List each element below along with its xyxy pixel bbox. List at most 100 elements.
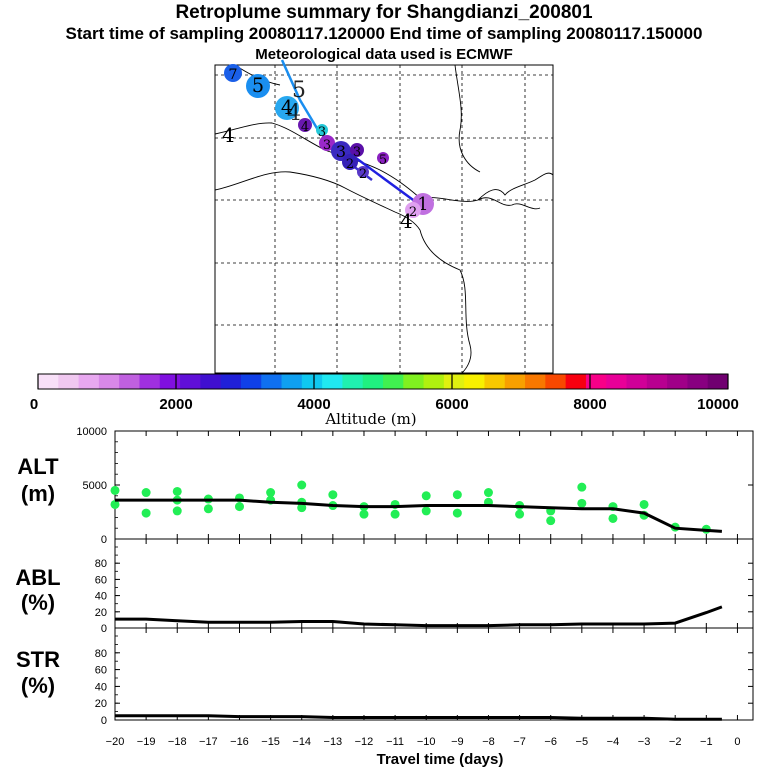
- colorbar-cell: [443, 374, 465, 389]
- y-tick-label: 60: [95, 665, 107, 677]
- colorbar-cell: [281, 374, 303, 389]
- colorbar-cell: [484, 374, 506, 389]
- x-tick-label: −5: [576, 736, 589, 748]
- colorbar-cell: [545, 374, 567, 389]
- alt-point: [110, 485, 120, 495]
- alt-median-line: [115, 498, 722, 533]
- y-tick-label: 40: [95, 681, 107, 693]
- plume-marker-label: 5: [252, 74, 264, 97]
- plume-marker-label: 3: [336, 142, 346, 161]
- x-tick-label: −10: [417, 736, 436, 748]
- panel-label: ALT: [17, 454, 59, 479]
- y-tick-label: 40: [95, 591, 107, 603]
- colorbar-title: Altitude (m): [324, 410, 416, 428]
- altitude-colorbar: 0 2000 4000 6000 8000 10000 Altitude (m): [30, 373, 739, 428]
- y-tick-label: 0: [101, 715, 107, 727]
- colorbar-cell: [139, 374, 161, 389]
- plume-marker-label: 4: [301, 120, 309, 135]
- colorbar-cell: [159, 374, 181, 389]
- plume-marker: [319, 135, 335, 151]
- map-frame: [214, 64, 554, 374]
- alt-point: [546, 516, 556, 526]
- alt-point: [639, 499, 649, 509]
- panel-abl: ABL(%) 80 60 40 20 0: [15, 538, 754, 635]
- plume-marker-label: 4: [281, 96, 293, 119]
- time-series-panels: ALT(m)1000050000ABL(%)806040200STR(%)806…: [15, 426, 754, 768]
- alt-point: [483, 488, 493, 498]
- alt-point: [577, 482, 587, 492]
- colorbar-cell: [403, 374, 425, 389]
- plume-marker: [298, 118, 312, 132]
- y-tick-label: 80: [95, 558, 107, 570]
- colorbar-cell: [646, 374, 668, 389]
- colorbar-cell: [667, 374, 688, 389]
- x-tick-label: −15: [261, 736, 280, 748]
- x-axis-label: Travel time (days): [377, 751, 504, 768]
- plume-marker: [350, 143, 364, 157]
- alt-point: [328, 490, 338, 500]
- x-tick-label: −14: [292, 736, 311, 748]
- plume-marker-label: 3: [323, 138, 331, 153]
- x-tick-label: −4: [607, 736, 620, 748]
- plume-marker-label: 2: [359, 167, 367, 182]
- plume-marker-label: 5: [379, 153, 387, 168]
- x-tick-label: −20: [106, 736, 125, 748]
- colorbar-cell: [78, 374, 100, 389]
- colorbar-tick-label: 0: [30, 396, 38, 413]
- alt-point: [421, 506, 431, 516]
- sampling-times: Start time of sampling 20080117.120000 E…: [65, 24, 703, 43]
- map-graticule: [215, 65, 553, 373]
- alt-point: [266, 488, 276, 498]
- plume-marker: [316, 124, 328, 136]
- colorbar-cell: [220, 374, 242, 389]
- colorbar-tick-label: 4000: [297, 396, 330, 413]
- colorbar-cell: [423, 374, 445, 389]
- colorbar-cell: [38, 374, 59, 389]
- panel-alt: ALT(m) 10000 5000 0: [17, 426, 754, 546]
- colorbar-tick-label: 2000: [159, 396, 192, 413]
- colorbar-cell: [119, 374, 140, 389]
- plume-marker-label: 1: [417, 195, 428, 215]
- alt-point: [297, 503, 307, 513]
- x-tick-label: −13: [324, 736, 343, 748]
- colorbar-cell: [301, 374, 323, 389]
- alt-point: [452, 508, 462, 518]
- colorbar-cell: [707, 374, 729, 389]
- y-tick-label: 60: [95, 574, 107, 586]
- colorbar-cell: [200, 374, 222, 389]
- x-tick-label: −1: [700, 736, 713, 748]
- panel-unit-label: (%): [21, 673, 55, 698]
- colorbar-cell: [261, 374, 283, 389]
- x-tick-label: −2: [669, 736, 682, 748]
- plume-marker-label: 3: [353, 145, 361, 160]
- station-label: 4: [400, 209, 413, 233]
- x-tick-label: −11: [386, 736, 404, 748]
- panel-label: STR: [16, 647, 60, 672]
- map-side-label: 4: [287, 101, 301, 126]
- panel-unit-label: (%): [21, 590, 55, 615]
- map-coastlines: [214, 64, 554, 374]
- plume-marker-label: 2: [409, 205, 417, 220]
- plume-marker-label: 7: [228, 67, 237, 83]
- y-tick-label: 0: [101, 623, 107, 635]
- plume-marker: [377, 152, 389, 164]
- plume-marker: [357, 166, 369, 178]
- x-tick-label: −9: [451, 736, 464, 748]
- panel-frame: [114, 627, 754, 721]
- colorbar-cell: [525, 374, 546, 389]
- alt-point: [203, 504, 213, 514]
- alt-point: [297, 480, 307, 490]
- x-tick-label: −6: [544, 736, 557, 748]
- x-tick-label: 0: [734, 736, 740, 748]
- x-tick-label: −19: [137, 736, 156, 748]
- colorbar-cell: [504, 374, 526, 389]
- alt-point: [110, 499, 120, 509]
- panel-label: ABL: [15, 565, 60, 590]
- colorbar-cells: [38, 374, 729, 389]
- alt-point: [234, 502, 244, 512]
- colorbar-cell: [565, 374, 587, 389]
- alt-point: [359, 509, 369, 519]
